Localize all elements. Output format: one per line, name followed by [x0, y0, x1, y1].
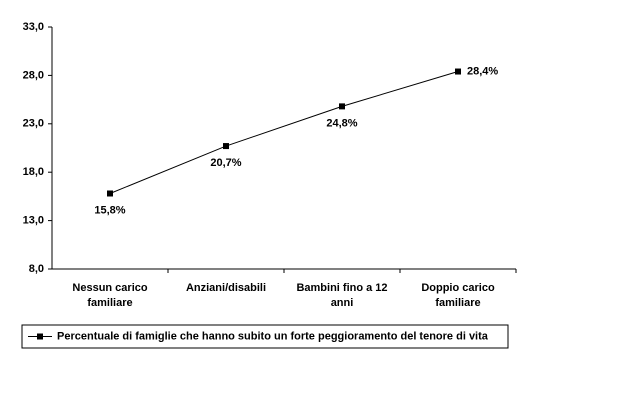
y-tick-label: 13,0: [23, 215, 44, 227]
data-label: 28,4%: [467, 65, 498, 77]
x-tick-label: Doppio carico familiare: [421, 282, 495, 309]
data-label: 20,7%: [210, 157, 241, 169]
y-tick-label: 23,0: [23, 118, 44, 130]
marker: [339, 103, 345, 110]
y-tick-label: 33,0: [23, 21, 44, 33]
y-tick-label: 8,0: [29, 263, 44, 275]
legend-box: [21, 324, 509, 349]
y-tick-label: 28,0: [23, 69, 44, 81]
data-label: 24,8%: [326, 117, 357, 129]
legend-marker: [37, 333, 43, 340]
y-tick-label: 18,0: [23, 166, 44, 178]
data-label: 15,8%: [94, 204, 125, 216]
x-tick-label: Bambini fino a 12 anni: [296, 282, 388, 309]
marker: [223, 143, 229, 150]
x-tick-label: Anziani/disabili: [185, 282, 267, 294]
x-tick-label: Nessun carico familiare: [72, 282, 148, 309]
marker: [107, 190, 113, 197]
legend-label: Percentuale di famiglie che hanno subito…: [57, 330, 489, 342]
marker: [455, 68, 461, 75]
line: [109, 71, 459, 194]
